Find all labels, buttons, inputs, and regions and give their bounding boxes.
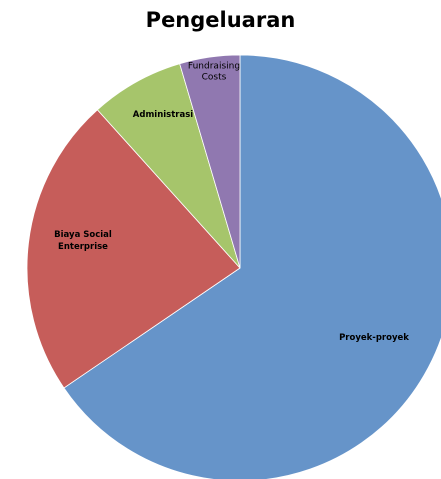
pie-slice-fundraising-costs — [179, 54, 241, 269]
pie-slice-biaya-social-enterprise — [26, 109, 241, 389]
slice-label-fundraising-costs: Fundraising Costs — [188, 62, 240, 83]
slice-label-administrasi: Administrasi — [133, 110, 194, 120]
slice-label-biaya-social-enterprise: Biaya Social Enterprise — [54, 230, 112, 252]
chart-title: Pengeluaran — [145, 8, 296, 32]
slice-label-proyek-proyek: Proyek-proyek — [339, 333, 409, 343]
pie-slice-proyek-proyek — [63, 54, 441, 479]
